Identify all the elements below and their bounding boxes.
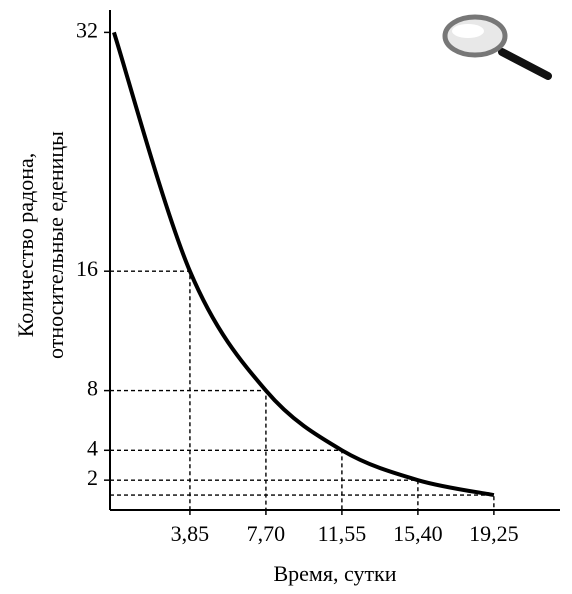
x-tick-label: 3,85 — [171, 521, 210, 546]
y-tick-label: 16 — [76, 256, 98, 281]
y-axis-label: Количество радона, относительные еденицы — [13, 131, 68, 359]
magnifier-handle — [498, 48, 552, 80]
decay-curve — [112, 31, 495, 498]
guide-line — [110, 270, 191, 510]
y-tick-label: 8 — [87, 376, 98, 401]
x-axis-label: Время, сутки — [273, 561, 396, 586]
x-tick-label: 11,55 — [318, 521, 367, 546]
y-tick-label: 4 — [87, 435, 98, 460]
y-axis-label-line: относительные еденицы — [43, 131, 68, 359]
x-tick-label: 15,40 — [393, 521, 443, 546]
x-tick-label: 7,70 — [247, 521, 286, 546]
magnifier-glare — [452, 24, 484, 38]
magnifier-icon[interactable] — [442, 14, 552, 80]
y-tick-label: 32 — [76, 17, 98, 42]
x-tick-label: 19,25 — [469, 521, 519, 546]
y-tick-label: 2 — [87, 465, 98, 490]
y-axis-label-line: Количество радона, — [13, 153, 38, 338]
guide-line — [110, 494, 495, 510]
